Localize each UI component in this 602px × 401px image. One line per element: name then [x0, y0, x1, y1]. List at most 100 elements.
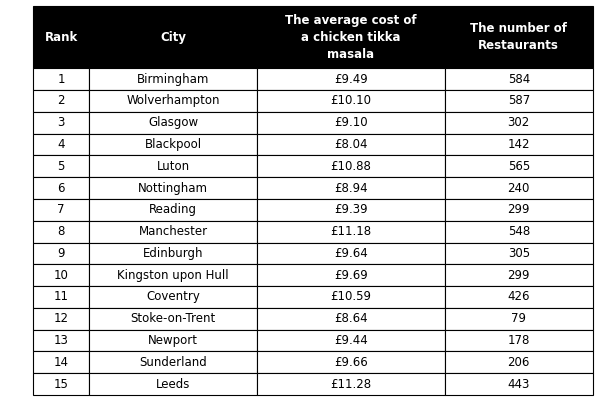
Text: £10.10: £10.10: [330, 94, 371, 107]
Bar: [445, 373, 593, 395]
Bar: [257, 351, 445, 373]
Text: The number of
Restaurants: The number of Restaurants: [470, 22, 567, 52]
Bar: [257, 112, 445, 134]
Text: 142: 142: [507, 138, 530, 151]
Bar: [445, 330, 593, 351]
Text: 426: 426: [507, 290, 530, 304]
Text: 9: 9: [57, 247, 65, 260]
Text: Rank: Rank: [45, 30, 78, 44]
Bar: [89, 330, 257, 351]
Bar: [33, 243, 89, 264]
Bar: [89, 68, 257, 90]
Bar: [89, 264, 257, 286]
Text: Glasgow: Glasgow: [148, 116, 198, 129]
Text: 10: 10: [54, 269, 69, 282]
Bar: [257, 286, 445, 308]
Bar: [33, 134, 89, 155]
Bar: [89, 6, 257, 68]
Text: £8.04: £8.04: [334, 138, 368, 151]
Bar: [33, 264, 89, 286]
Text: 178: 178: [507, 334, 530, 347]
Text: The average cost of
a chicken tikka
masala: The average cost of a chicken tikka masa…: [285, 14, 417, 61]
Text: 2: 2: [57, 94, 65, 107]
Bar: [445, 243, 593, 264]
Bar: [257, 155, 445, 177]
Bar: [33, 112, 89, 134]
Bar: [257, 134, 445, 155]
Text: 206: 206: [507, 356, 530, 369]
Text: Blackpool: Blackpool: [144, 138, 202, 151]
Text: £11.18: £11.18: [330, 225, 371, 238]
Text: 443: 443: [507, 378, 530, 391]
Bar: [445, 155, 593, 177]
Bar: [89, 373, 257, 395]
Text: 13: 13: [54, 334, 69, 347]
Bar: [33, 199, 89, 221]
Bar: [257, 373, 445, 395]
Text: 7: 7: [57, 203, 65, 216]
Text: City: City: [160, 30, 186, 44]
Text: £8.64: £8.64: [334, 312, 368, 325]
Text: £9.66: £9.66: [334, 356, 368, 369]
Bar: [445, 286, 593, 308]
Bar: [33, 351, 89, 373]
Bar: [257, 90, 445, 112]
Text: 302: 302: [507, 116, 530, 129]
Bar: [33, 177, 89, 199]
Text: £9.64: £9.64: [334, 247, 368, 260]
Text: £9.10: £9.10: [334, 116, 368, 129]
Bar: [89, 90, 257, 112]
Text: £8.94: £8.94: [334, 182, 368, 194]
Text: £11.28: £11.28: [330, 378, 371, 391]
Bar: [89, 155, 257, 177]
Text: £9.44: £9.44: [334, 334, 368, 347]
Bar: [257, 243, 445, 264]
Bar: [445, 221, 593, 243]
Text: Sunderland: Sunderland: [139, 356, 207, 369]
Text: Reading: Reading: [149, 203, 197, 216]
Text: 14: 14: [54, 356, 69, 369]
Bar: [445, 90, 593, 112]
Text: £10.59: £10.59: [330, 290, 371, 304]
Text: 299: 299: [507, 269, 530, 282]
Bar: [89, 243, 257, 264]
Text: 1: 1: [57, 73, 65, 86]
Bar: [445, 308, 593, 330]
Text: £9.69: £9.69: [334, 269, 368, 282]
Bar: [445, 351, 593, 373]
Text: 548: 548: [507, 225, 530, 238]
Text: 3: 3: [57, 116, 65, 129]
Bar: [33, 330, 89, 351]
Text: 565: 565: [507, 160, 530, 173]
Text: £9.49: £9.49: [334, 73, 368, 86]
Bar: [257, 308, 445, 330]
Bar: [445, 68, 593, 90]
Text: 8: 8: [57, 225, 65, 238]
Bar: [89, 177, 257, 199]
Bar: [257, 330, 445, 351]
Bar: [89, 286, 257, 308]
Bar: [33, 308, 89, 330]
Bar: [33, 68, 89, 90]
Text: Manchester: Manchester: [138, 225, 208, 238]
Text: 11: 11: [54, 290, 69, 304]
Text: 305: 305: [507, 247, 530, 260]
Bar: [445, 264, 593, 286]
Bar: [33, 90, 89, 112]
Bar: [89, 199, 257, 221]
Text: Leeds: Leeds: [156, 378, 190, 391]
Text: 79: 79: [511, 312, 526, 325]
Bar: [445, 177, 593, 199]
Bar: [89, 112, 257, 134]
Bar: [257, 221, 445, 243]
Bar: [89, 351, 257, 373]
Text: 4: 4: [57, 138, 65, 151]
Text: 299: 299: [507, 203, 530, 216]
Bar: [89, 221, 257, 243]
Bar: [89, 308, 257, 330]
Bar: [445, 6, 593, 68]
Text: Coventry: Coventry: [146, 290, 200, 304]
Text: Stoke-on-Trent: Stoke-on-Trent: [131, 312, 216, 325]
Text: 6: 6: [57, 182, 65, 194]
Bar: [445, 199, 593, 221]
